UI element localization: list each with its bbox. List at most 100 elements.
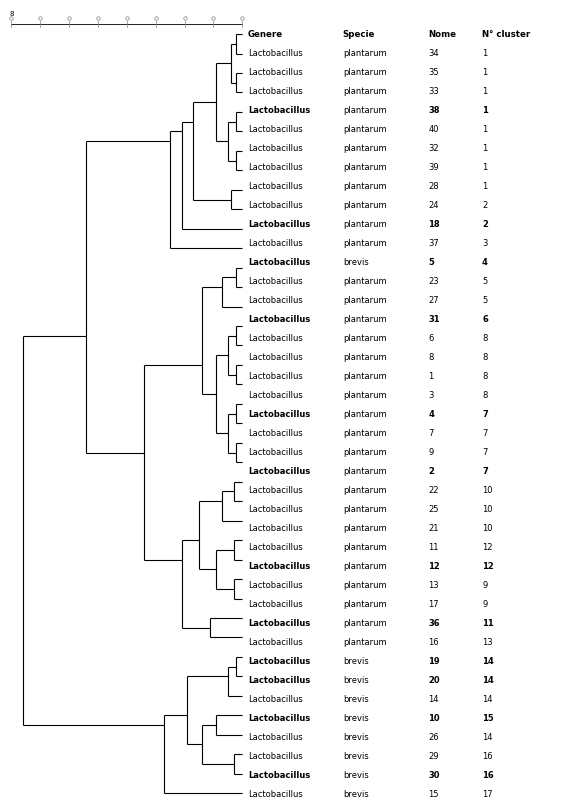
Text: Lactobacillus: Lactobacillus: [248, 125, 303, 134]
Text: brevis: brevis: [343, 695, 369, 704]
Text: Lactobacillus: Lactobacillus: [248, 657, 310, 666]
Text: 39: 39: [428, 163, 439, 172]
Text: 1: 1: [482, 163, 487, 172]
Text: plantarum: plantarum: [343, 296, 386, 305]
Text: 7: 7: [428, 429, 434, 438]
Text: 1: 1: [482, 125, 487, 134]
Text: 9: 9: [482, 581, 487, 590]
Text: 13: 13: [428, 581, 439, 590]
Text: Lactobacillus: Lactobacillus: [248, 562, 310, 571]
Text: 16: 16: [428, 638, 439, 647]
Text: Lactobacillus: Lactobacillus: [248, 277, 303, 286]
Text: brevis: brevis: [343, 258, 369, 267]
Text: Lactobacillus: Lactobacillus: [248, 543, 303, 552]
Text: 31: 31: [428, 315, 440, 324]
Text: Lactobacillus: Lactobacillus: [248, 391, 303, 400]
Text: 7: 7: [482, 467, 488, 476]
Text: 17: 17: [482, 790, 492, 799]
Text: 37: 37: [428, 239, 439, 248]
Text: Lactobacillus: Lactobacillus: [248, 353, 303, 362]
Text: 1: 1: [482, 68, 487, 77]
Text: 29: 29: [428, 752, 439, 761]
Text: plantarum: plantarum: [343, 524, 386, 533]
Text: 10: 10: [428, 714, 440, 723]
Text: brevis: brevis: [343, 733, 369, 742]
Text: plantarum: plantarum: [343, 201, 386, 210]
Text: Lactobacillus: Lactobacillus: [248, 372, 303, 381]
Text: plantarum: plantarum: [343, 638, 386, 647]
Text: Lactobacillus: Lactobacillus: [248, 296, 303, 305]
Text: 11: 11: [428, 543, 439, 552]
Text: Lactobacillus: Lactobacillus: [248, 600, 303, 609]
Text: 13: 13: [482, 638, 492, 647]
Text: plantarum: plantarum: [343, 49, 386, 58]
Text: 18: 18: [428, 220, 440, 230]
Text: brevis: brevis: [343, 714, 369, 723]
Text: 40: 40: [428, 125, 439, 134]
Text: brevis: brevis: [343, 752, 369, 761]
Text: 9: 9: [428, 448, 434, 457]
Text: 2: 2: [428, 467, 434, 476]
Text: plantarum: plantarum: [343, 581, 386, 590]
Text: plantarum: plantarum: [343, 277, 386, 286]
Text: Lactobacillus: Lactobacillus: [248, 581, 303, 590]
Text: Lactobacillus: Lactobacillus: [248, 638, 303, 647]
Text: Lactobacillus: Lactobacillus: [248, 144, 303, 153]
Text: Lactobacillus: Lactobacillus: [248, 524, 303, 533]
Text: 25: 25: [428, 505, 439, 514]
Text: 36: 36: [428, 619, 440, 628]
Text: 6: 6: [428, 334, 434, 343]
Text: Lactobacillus: Lactobacillus: [248, 695, 303, 704]
Text: Lactobacillus: Lactobacillus: [248, 467, 310, 476]
Text: N° cluster: N° cluster: [482, 30, 530, 39]
Text: plantarum: plantarum: [343, 88, 386, 97]
Text: plantarum: plantarum: [343, 239, 386, 248]
Text: 2: 2: [482, 201, 487, 210]
Text: brevis: brevis: [343, 657, 369, 666]
Text: 33: 33: [428, 88, 439, 97]
Text: brevis: brevis: [343, 771, 369, 780]
Text: brevis: brevis: [343, 790, 369, 799]
Text: Lactobacillus: Lactobacillus: [248, 619, 310, 628]
Text: plantarum: plantarum: [343, 182, 386, 191]
Text: 1: 1: [482, 144, 487, 153]
Text: 1: 1: [482, 49, 487, 58]
Text: 11: 11: [482, 619, 494, 628]
Text: 1: 1: [482, 88, 487, 97]
Text: 8: 8: [428, 353, 434, 362]
Text: Lactobacillus: Lactobacillus: [248, 771, 310, 780]
Text: Lactobacillus: Lactobacillus: [248, 676, 310, 685]
Text: 7: 7: [482, 429, 487, 438]
Text: 4: 4: [482, 258, 488, 267]
Text: Lactobacillus: Lactobacillus: [248, 429, 303, 438]
Text: 32: 32: [428, 144, 439, 153]
Text: 28: 28: [428, 182, 439, 191]
Text: 2: 2: [482, 220, 488, 230]
Text: Nome: Nome: [428, 30, 456, 39]
Text: plantarum: plantarum: [343, 543, 386, 552]
Text: 8: 8: [482, 372, 487, 381]
Text: 22: 22: [428, 486, 439, 495]
Text: 16: 16: [482, 771, 494, 780]
Text: Lactobacillus: Lactobacillus: [248, 752, 303, 761]
Text: 35: 35: [428, 68, 439, 77]
Text: 12: 12: [482, 543, 492, 552]
Text: 30: 30: [428, 771, 440, 780]
Text: plantarum: plantarum: [343, 410, 386, 419]
Text: Lactobacillus: Lactobacillus: [248, 410, 310, 419]
Text: 1: 1: [482, 182, 487, 191]
Text: 26: 26: [428, 733, 439, 742]
Text: Lactobacillus: Lactobacillus: [248, 201, 303, 210]
Text: plantarum: plantarum: [343, 467, 386, 476]
Text: Lactobacillus: Lactobacillus: [248, 258, 310, 267]
Text: plantarum: plantarum: [343, 600, 386, 609]
Text: 14: 14: [482, 733, 492, 742]
Text: Lactobacillus: Lactobacillus: [248, 239, 303, 248]
Text: 24: 24: [428, 201, 439, 210]
Text: 14: 14: [428, 695, 439, 704]
Text: Lactobacillus: Lactobacillus: [248, 733, 303, 742]
Text: 15: 15: [428, 790, 439, 799]
Text: 14: 14: [482, 676, 494, 685]
Text: plantarum: plantarum: [343, 391, 386, 400]
Text: Lactobacillus: Lactobacillus: [248, 106, 310, 115]
